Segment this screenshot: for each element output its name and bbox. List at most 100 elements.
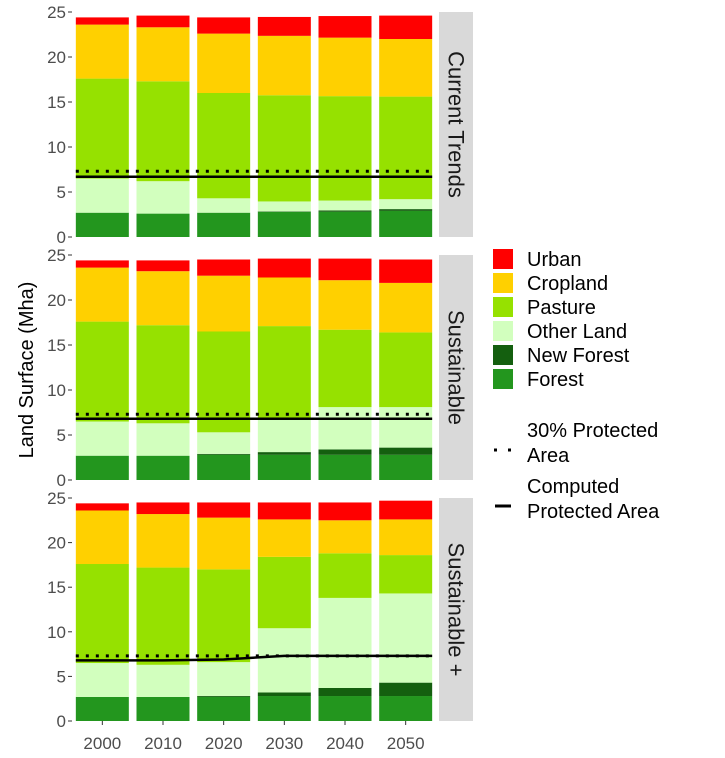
bar-current-trends-2000-other-land — [75, 178, 129, 213]
bar-sustainable-2030-cropland — [257, 277, 311, 327]
bar-sustainable-2040-cropland — [318, 280, 372, 330]
legend-label-new-forest: New Forest — [527, 345, 630, 367]
bar-current-trends-2040-urban — [318, 16, 372, 38]
bar-current-trends-2050-other-land — [379, 199, 433, 210]
x-tick-label: 2020 — [205, 734, 243, 753]
bar-sustainable-2030-other-land — [257, 418, 311, 453]
y-tick-label: 10 — [47, 623, 66, 642]
bar-sustainable-2010-pasture — [136, 567, 190, 665]
bar-sustainable-2010-forest — [136, 455, 190, 480]
bar-current-trends-2030-cropland — [257, 35, 311, 96]
bar-sustainable-2010-urban — [136, 502, 190, 515]
bar-current-trends-2030-other-land — [257, 201, 311, 212]
bar-sustainable-2040-forest — [318, 454, 372, 480]
legend-label-forest: Forest — [527, 369, 584, 391]
bar-sustainable-2000-pasture — [75, 564, 129, 664]
bar-sustainable-2030-forest — [257, 696, 311, 721]
facet-strip-sustainable — [439, 498, 473, 721]
y-tick-label: 10 — [47, 138, 66, 157]
legend-label-computed-protected-area: Computed — [527, 476, 619, 498]
bar-sustainable-2030-urban — [257, 258, 311, 278]
bar-sustainable-2030-pasture — [257, 556, 311, 629]
bar-current-trends-2040-new-forest — [318, 210, 372, 212]
bar-sustainable-2050-new-forest — [379, 682, 433, 697]
bar-current-trends-2030-forest — [257, 211, 311, 237]
bar-sustainable-2010-forest — [136, 696, 190, 721]
bar-sustainable-2050-cropland — [379, 519, 433, 556]
legend-swatch-urban — [493, 249, 513, 269]
facet-label-current-trends: Current Trends — [444, 51, 469, 198]
bar-sustainable-2020-new-forest — [197, 696, 251, 697]
bar-current-trends-2020-pasture — [197, 93, 251, 199]
legend-label-pasture: Pasture — [527, 297, 596, 319]
bar-sustainable-2050-new-forest — [379, 447, 433, 455]
bar-sustainable-2000-pasture — [75, 321, 129, 422]
bar-current-trends-2010-forest — [136, 213, 190, 237]
bar-current-trends-2000-pasture — [75, 78, 129, 179]
y-tick-label: 15 — [47, 336, 66, 355]
legend-label-other-land: Other Land — [527, 321, 627, 343]
x-tick-label: 2050 — [387, 734, 425, 753]
legend-label-30-protected-area: Area — [527, 445, 570, 467]
bar-sustainable-2040-other-land — [318, 597, 372, 688]
y-axis-title: Land Surface (Mha) — [16, 282, 38, 459]
bar-sustainable-2010-urban — [136, 260, 190, 272]
y-tick-label: 5 — [57, 183, 66, 202]
y-tick-label: 0 — [57, 712, 66, 731]
bar-current-trends-2000-cropland — [75, 24, 129, 79]
bar-sustainable-2030-forest — [257, 454, 311, 480]
bar-sustainable-2030-new-forest — [257, 692, 311, 697]
y-tick-label: 25 — [47, 246, 66, 265]
bar-sustainable-2010-cropland — [136, 514, 190, 568]
bar-current-trends-2030-urban — [257, 16, 311, 36]
legend-label-cropland: Cropland — [527, 273, 608, 295]
bar-sustainable-2000-urban — [75, 260, 129, 268]
legend-label-30-protected-area: 30% Protected — [527, 420, 658, 442]
bar-sustainable-2010-cropland — [136, 271, 190, 326]
bar-sustainable-2020-forest — [197, 454, 251, 480]
x-tick-label: 2010 — [144, 734, 182, 753]
bar-sustainable-2000-other-land — [75, 663, 129, 697]
bar-sustainable-2000-forest — [75, 455, 129, 480]
y-tick-label: 5 — [57, 426, 66, 445]
y-tick-label: 0 — [57, 471, 66, 490]
bar-current-trends-2050-cropland — [379, 39, 433, 97]
bar-sustainable-2050-urban — [379, 259, 433, 283]
legend-label-computed-protected-area: Protected Area — [527, 501, 660, 523]
bar-current-trends-2000-forest — [75, 212, 129, 237]
bar-current-trends-2020-urban — [197, 17, 251, 34]
bar-current-trends-2020-forest — [197, 212, 251, 237]
bar-current-trends-2040-cropland — [318, 37, 372, 97]
bar-sustainable-2020-cropland — [197, 275, 251, 332]
x-tick-label: 2000 — [83, 734, 121, 753]
bar-sustainable-2050-forest — [379, 454, 433, 480]
bar-sustainable-2010-other-land — [136, 664, 190, 697]
bar-current-trends-2040-pasture — [318, 96, 372, 201]
x-tick-label: 2030 — [265, 734, 303, 753]
bar-current-trends-2040-other-land — [318, 200, 372, 211]
bar-current-trends-2010-other-land — [136, 181, 190, 214]
bar-sustainable-2030-new-forest — [257, 452, 311, 455]
bar-current-trends-2020-other-land — [197, 198, 251, 213]
bar-sustainable-2020-forest — [197, 696, 251, 721]
bar-sustainable-2020-other-land — [197, 432, 251, 454]
x-tick-label: 2040 — [326, 734, 364, 753]
y-tick-label: 25 — [47, 489, 66, 508]
bar-current-trends-2010-cropland — [136, 27, 190, 82]
y-tick-label: 0 — [57, 228, 66, 247]
y-tick-label: 20 — [47, 48, 66, 67]
legend-swatch-forest — [493, 369, 513, 389]
line-computed-protected-sustainable — [75, 654, 433, 662]
bar-current-trends-2040-forest — [318, 211, 372, 237]
bar-sustainable-2020-other-land — [197, 662, 251, 697]
bar-sustainable-2020-pasture — [197, 331, 251, 433]
bar-sustainable-2000-forest — [75, 696, 129, 721]
bar-sustainable-2000-other-land — [75, 421, 129, 456]
y-tick-label: 15 — [47, 578, 66, 597]
y-tick-label: 15 — [47, 93, 66, 112]
bar-sustainable-2050-urban — [379, 500, 433, 520]
facet-label-sustainable: Sustainable — [444, 310, 469, 425]
bar-current-trends-2050-urban — [379, 15, 433, 40]
bar-sustainable-2050-forest — [379, 696, 433, 721]
bar-sustainable-2050-pasture — [379, 555, 433, 594]
